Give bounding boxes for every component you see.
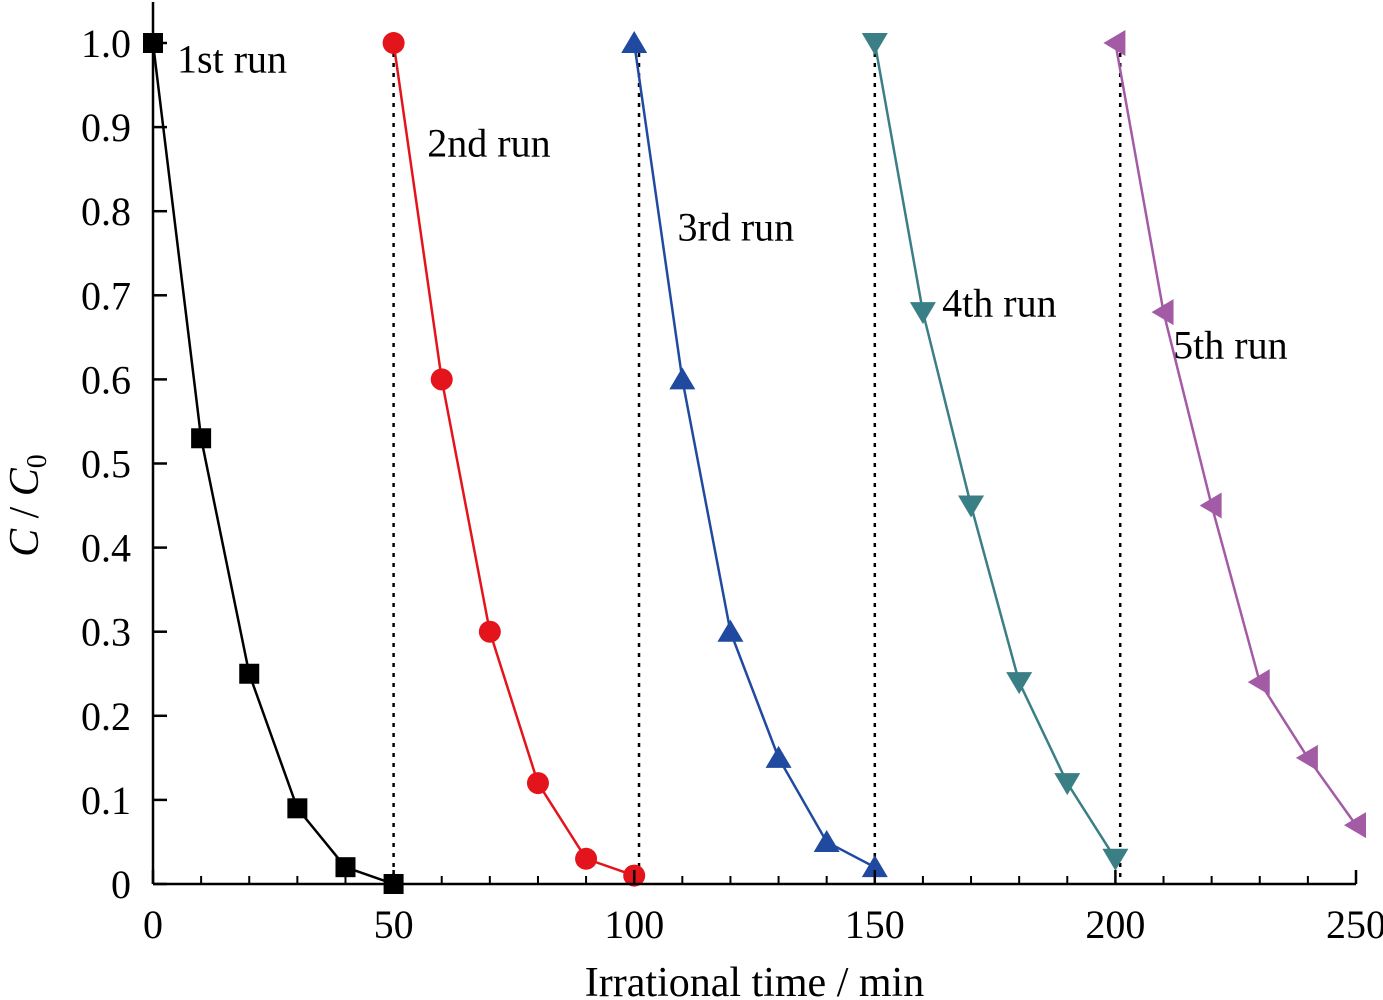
run-label-5: 5th run [1173, 322, 1287, 367]
y-axis-title-c0: C [2, 467, 48, 496]
y-tick-label: 0.8 [81, 189, 131, 234]
data-point-triangle-down [1054, 773, 1081, 796]
y-tick-label: 0.4 [81, 526, 131, 571]
series-line-5 [1114, 42, 1358, 826]
series-line-1 [151, 42, 395, 886]
data-point-triangle-down [909, 302, 936, 325]
data-point-triangle-left [1344, 812, 1366, 839]
y-axis-title-sub: 0 [22, 454, 53, 468]
data-point-triangle-up [861, 855, 888, 878]
data-point-circle [430, 368, 453, 391]
data-point-triangle-down [958, 495, 985, 518]
data-point-triangle-left [1103, 30, 1126, 56]
run-label-2: 2nd run [427, 121, 550, 166]
series-line-4 [873, 42, 1117, 860]
x-tick-label: 200 [1085, 902, 1145, 947]
data-point-triangle-left [1151, 299, 1174, 326]
x-tick-label: 100 [604, 902, 664, 947]
y-tick-label: 0.2 [81, 694, 131, 739]
run-label-4: 4th run [942, 280, 1056, 325]
y-axis-title-c: C [2, 528, 48, 557]
series-4 [861, 33, 1129, 871]
series-5 [1103, 30, 1366, 839]
data-point-triangle-left [1295, 744, 1318, 771]
data-point-triangle-up [813, 829, 840, 852]
y-axis-title-sep: / [2, 496, 48, 529]
y-tick-label: 1.0 [81, 21, 131, 66]
data-point-square [239, 663, 260, 684]
y-tick-label: 0.7 [81, 273, 131, 318]
y-tick-label: 0.5 [81, 442, 131, 487]
series-2 [382, 32, 646, 887]
data-point-circle [478, 620, 501, 643]
data-point-square [287, 798, 308, 819]
data-point-circle [526, 772, 549, 795]
series-line-2 [392, 42, 635, 877]
run-label-3: 3rd run [678, 205, 795, 250]
y-tick-label: 0.1 [81, 778, 131, 823]
axes: 0 50 100 150 200 250 0 0.1 0.2 0.3 0.4 0.5 0.6 0.7 0.8… [81, 2, 1383, 947]
data-point-triangle-down [861, 33, 888, 55]
data-point-triangle-up [717, 619, 744, 642]
y-tick-label: 0 [111, 862, 131, 907]
series-1 [143, 33, 404, 894]
x-tick-label: 250 [1326, 902, 1383, 947]
y-axis-title: C / C0 [2, 454, 53, 557]
series-3 [621, 31, 888, 878]
x-tick-label: 50 [374, 902, 414, 947]
run-labels: 1st run 2nd run 3rd run 4th run 5th run [177, 36, 1288, 367]
data-point-circle [382, 32, 405, 54]
data-point-triangle-down [1102, 848, 1129, 871]
x-tick-label: 150 [845, 902, 905, 947]
data-point-square [191, 428, 212, 449]
x-axis-title: Irrational time / min [585, 960, 924, 1000]
data-point-square [335, 857, 356, 878]
data-point-triangle-up [669, 367, 696, 390]
run-label-1: 1st run [177, 36, 287, 81]
y-tick-label: 0.6 [81, 357, 131, 402]
run-separator-lines [392, 43, 1122, 884]
data-point-triangle-left [1199, 492, 1222, 519]
data-point-triangle-left [1247, 669, 1270, 696]
data-point-triangle-down [1006, 672, 1033, 695]
y-tick-label: 0.3 [81, 610, 131, 655]
data-point-triangle-up [621, 31, 648, 53]
x-tick-label: 0 [143, 902, 163, 947]
series-layer [143, 30, 1366, 894]
y-tick-label: 0.9 [81, 105, 131, 150]
data-point-circle [575, 847, 598, 870]
data-point-triangle-up [765, 745, 792, 768]
series-line-3 [632, 42, 876, 869]
